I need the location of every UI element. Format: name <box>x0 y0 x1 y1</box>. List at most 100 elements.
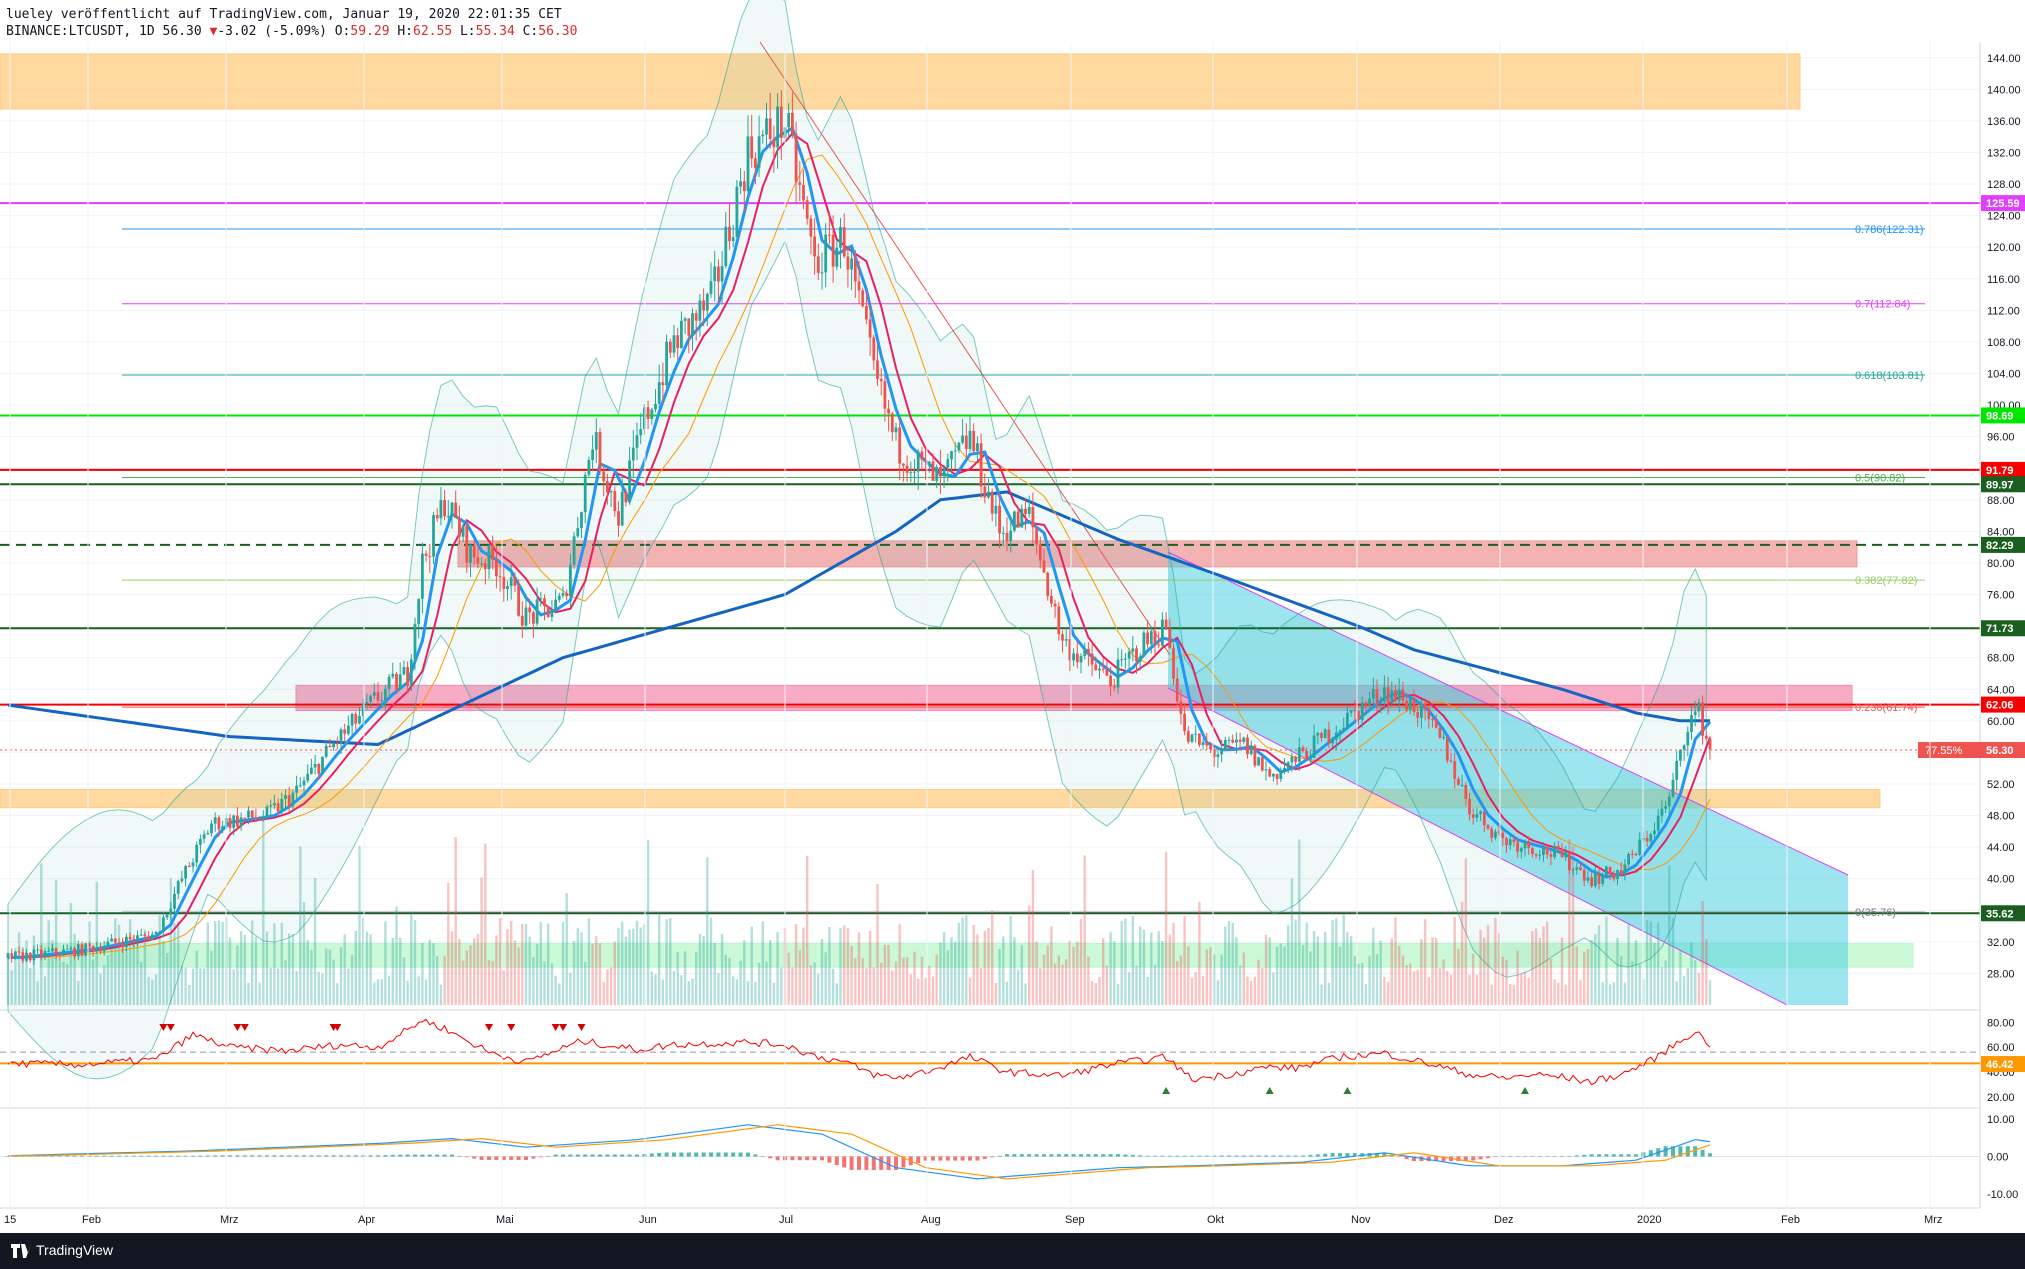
volume-bar <box>258 982 261 1005</box>
candle-body <box>705 293 709 311</box>
candle-body <box>1309 757 1312 760</box>
last-price-pct: 77.55% <box>1925 745 1963 757</box>
volume-bar <box>1109 931 1112 1005</box>
volume-bar <box>613 941 616 1005</box>
volume-bar <box>850 945 853 1005</box>
candle-body <box>1275 774 1279 779</box>
volume-bar <box>332 959 335 1005</box>
tradingview-logo-icon[interactable] <box>10 1242 32 1260</box>
macd-histogram-bar <box>435 1154 440 1157</box>
volume-bar <box>284 960 287 1005</box>
volume-bar <box>724 954 727 1005</box>
candle-body <box>724 226 728 267</box>
volume-bar <box>1294 919 1297 1005</box>
macd-histogram-bar <box>1567 1155 1572 1157</box>
volume-bar <box>151 979 154 1005</box>
close-label: C: <box>522 24 539 39</box>
candle-body <box>298 785 302 787</box>
volume-bar <box>513 940 517 1005</box>
price-tick-label: 48.00 <box>1987 811 2015 823</box>
candle-body <box>1383 687 1386 702</box>
candle-body <box>1416 712 1420 718</box>
macd-histogram-bar <box>368 1155 373 1157</box>
volume-bar <box>1013 937 1016 1005</box>
volume-bar <box>1649 921 1652 1005</box>
macd-histogram-bar <box>117 1155 121 1157</box>
candle-body <box>1682 745 1686 750</box>
macd-histogram-bar <box>1101 1154 1106 1157</box>
macd-histogram-bar <box>442 1154 447 1157</box>
candle-body <box>1394 690 1397 701</box>
macd-histogram-bar <box>1515 1156 1520 1157</box>
volume-bar <box>1061 964 1064 1005</box>
volume-bar <box>510 920 513 1005</box>
candle-body <box>502 576 506 590</box>
macd-line <box>7 1124 1711 1180</box>
volume-bar <box>865 967 868 1005</box>
volume-bar <box>1231 922 1234 1005</box>
candle-body <box>739 181 742 187</box>
volume-bar <box>239 931 243 1005</box>
volume-bar <box>265 931 269 1005</box>
macd-histogram-bar <box>605 1154 610 1157</box>
macd-histogram-bar <box>1619 1154 1624 1157</box>
macd-histogram-bar <box>731 1152 736 1157</box>
candle-body <box>1323 729 1327 738</box>
candle-body <box>1231 739 1235 743</box>
candle-body <box>1653 830 1656 835</box>
candle-body <box>350 713 354 726</box>
candle-body <box>1645 838 1649 842</box>
volume-bar <box>939 942 942 1005</box>
volume-bar <box>1116 983 1120 1005</box>
volume-bar <box>983 930 986 1005</box>
candle-body <box>565 593 569 597</box>
volume-bar <box>1686 968 1689 1005</box>
macd-histogram-bar <box>1708 1153 1712 1157</box>
volume-bar <box>1516 950 1519 1005</box>
volume-bar <box>1046 945 1049 1005</box>
volume-bar <box>1464 858 1467 1005</box>
macd-histogram-bar <box>1648 1150 1653 1157</box>
volume-bar <box>1253 976 1257 1005</box>
volume-bar <box>1287 925 1290 1005</box>
volume-bar <box>1368 955 1371 1005</box>
volume-bar <box>1087 956 1090 1005</box>
macd-histogram-bar <box>457 1155 462 1157</box>
candle-body <box>691 313 694 336</box>
candle-body <box>1445 737 1449 761</box>
channel-upper-line <box>1167 551 1849 876</box>
volume-bar <box>1668 865 1671 1005</box>
macd-histogram-bar <box>509 1156 514 1160</box>
volume-bar <box>1102 938 1105 1005</box>
candle-body <box>1131 648 1135 652</box>
macd-histogram-bar <box>272 1155 277 1157</box>
rsi-value-label: 46.42 <box>1986 1059 2014 1071</box>
volume-bar <box>491 961 494 1005</box>
macd-histogram-bar <box>1626 1154 1631 1157</box>
macd-histogram-bar <box>87 1155 92 1157</box>
volume-bar <box>1608 984 1612 1005</box>
macd-histogram-bar <box>1663 1146 1668 1157</box>
candle-body <box>335 743 339 745</box>
candle-body <box>361 703 365 716</box>
candle-body <box>465 525 469 563</box>
volume-bar <box>968 977 972 1005</box>
macd-histogram-bar <box>324 1155 329 1157</box>
volume-bar <box>424 979 428 1005</box>
volume-bar <box>47 920 50 1005</box>
macd-histogram-bar <box>620 1154 625 1157</box>
chart-canvas[interactable]: 0.786(122.31) 0.7(112.84) 0.618(103.81) 0.5… <box>0 0 2025 1233</box>
tradingview-brand[interactable]: TradingView <box>36 1242 114 1258</box>
volume-bar <box>739 960 742 1005</box>
macd-tick-label: 10.00 <box>1987 1114 2015 1126</box>
macd-histogram-bar <box>686 1152 691 1157</box>
candle-body <box>961 435 964 443</box>
macd-histogram-bar <box>524 1156 528 1160</box>
candle-body <box>228 818 232 828</box>
volume-bar <box>339 947 343 1005</box>
price-tick-label: 76.00 <box>1987 590 2015 602</box>
candle-body <box>865 306 868 320</box>
volume-bar <box>702 935 705 1005</box>
volume-bar <box>1460 901 1464 1005</box>
candle-body <box>1586 877 1590 881</box>
